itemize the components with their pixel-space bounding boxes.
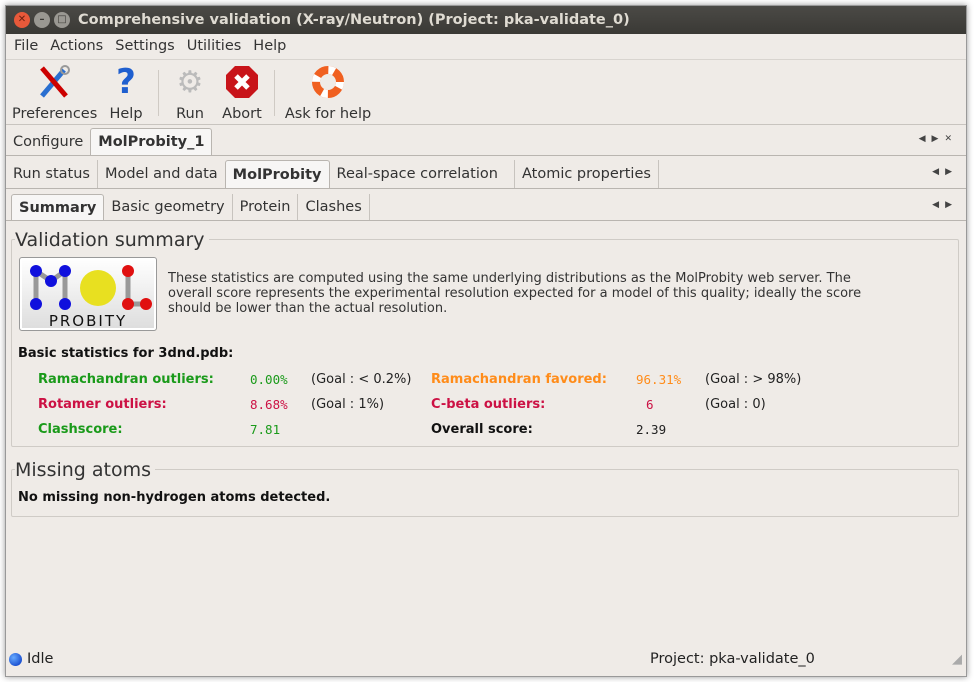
tab-run-status[interactable]: Run status bbox=[6, 160, 98, 188]
stat-value: 0.00% bbox=[250, 372, 288, 387]
stat-label: Ramachandran outliers: bbox=[38, 372, 214, 387]
tab-summary[interactable]: Summary bbox=[11, 194, 105, 220]
ask-for-help-button[interactable]: Ask for help bbox=[284, 64, 372, 122]
tab-scroll-arrows[interactable]: ◀▶ bbox=[932, 167, 958, 177]
status-text: Idle bbox=[27, 651, 54, 667]
missing-atoms-group: Missing atoms No missing non-hydrogen at… bbox=[11, 459, 959, 517]
help-button[interactable]: ? Help bbox=[106, 62, 146, 122]
close-window-button[interactable]: ✕ bbox=[14, 12, 30, 28]
stop-icon bbox=[220, 64, 264, 100]
minimize-window-button[interactable]: – bbox=[34, 12, 50, 28]
abort-button[interactable]: Abort bbox=[220, 64, 264, 122]
toolbar-separator bbox=[158, 70, 159, 116]
result-tabs: Run status Model and data MolProbity Rea… bbox=[6, 160, 966, 189]
resize-grip[interactable]: ◢ bbox=[952, 652, 962, 667]
title-bar: ✕ – □ Comprehensive validation (X-ray/Ne… bbox=[6, 6, 966, 34]
question-icon: ? bbox=[116, 62, 136, 102]
menu-file[interactable]: File bbox=[14, 38, 39, 54]
status-indicator-icon bbox=[9, 653, 22, 666]
menu-actions[interactable]: Actions bbox=[50, 38, 104, 54]
stat-label: Ramachandran favored: bbox=[431, 372, 607, 387]
validation-summary-group: Validation summary PROBITY These statist… bbox=[11, 229, 959, 447]
stat-goal: (Goal : > 98%) bbox=[705, 372, 802, 387]
tools-icon bbox=[12, 64, 96, 100]
menu-help[interactable]: Help bbox=[253, 38, 287, 54]
statistics-table: Ramachandran outliers: 0.00% (Goal : < 0.2… bbox=[38, 372, 938, 442]
stat-label: C-beta outliers: bbox=[431, 397, 546, 412]
molprobity-tabs: Summary Basic geometry Protein Clashes ◀… bbox=[6, 194, 966, 221]
molprobity-logo: PROBITY bbox=[30, 265, 152, 330]
project-tabs: Configure MolProbity_1 ◀▶✕ bbox=[6, 128, 966, 156]
tab-real-space-correlation[interactable]: Real-space correlation bbox=[330, 160, 515, 188]
menu-bar: File Actions Settings Utilities Help bbox=[6, 34, 966, 58]
tab-scroll-arrows[interactable]: ◀▶ bbox=[932, 200, 958, 210]
status-bar: Idle Project: pka-validate_0 ◢ bbox=[6, 650, 966, 670]
basic-statistics-heading: Basic statistics for 3dnd.pdb: bbox=[18, 346, 234, 361]
run-button[interactable]: ⚙ Run bbox=[172, 64, 208, 123]
stat-goal: (Goal : < 0.2%) bbox=[311, 372, 412, 387]
stat-goal: (Goal : 1%) bbox=[311, 397, 385, 412]
tab-clashes[interactable]: Clashes bbox=[298, 194, 370, 220]
lifebuoy-icon bbox=[284, 64, 372, 100]
tab-basic-geometry[interactable]: Basic geometry bbox=[104, 194, 233, 220]
tab-scroll-arrows[interactable]: ◀▶✕ bbox=[918, 134, 958, 144]
maximize-window-button[interactable]: □ bbox=[54, 12, 70, 28]
stat-value: 96.31% bbox=[636, 372, 682, 387]
tab-molprobity-1[interactable]: MolProbity_1 bbox=[90, 128, 213, 155]
tab-protein[interactable]: Protein bbox=[233, 194, 299, 220]
stat-value: 2.39 bbox=[636, 422, 667, 437]
window-title: Comprehensive validation (X-ray/Neutron)… bbox=[78, 12, 630, 28]
stat-value: 6 bbox=[646, 397, 654, 412]
tab-model-and-data[interactable]: Model and data bbox=[104, 166, 218, 182]
toolbar: Preferences ? Help ⚙ Run Abort Ask for h… bbox=[6, 59, 966, 125]
menu-utilities[interactable]: Utilities bbox=[186, 38, 242, 54]
stat-label: Rotamer outliers: bbox=[38, 397, 167, 412]
gear-icon: ⚙ bbox=[176, 64, 204, 100]
tab-molprobity[interactable]: MolProbity bbox=[224, 160, 330, 188]
summary-description: These statistics are computed using the … bbox=[168, 271, 862, 316]
menu-settings[interactable]: Settings bbox=[115, 38, 175, 54]
molprobity-logo-button[interactable]: PROBITY bbox=[19, 257, 157, 331]
svg-text:PROBITY: PROBITY bbox=[49, 312, 127, 330]
stat-goal: (Goal : 0) bbox=[705, 397, 766, 412]
main-window: ✕ – □ Comprehensive validation (X-ray/Ne… bbox=[5, 5, 967, 677]
toolbar-separator bbox=[274, 70, 275, 116]
preferences-button[interactable]: Preferences bbox=[12, 64, 97, 122]
stat-value: 7.81 bbox=[250, 422, 281, 437]
section-title: Validation summary bbox=[15, 229, 209, 251]
stat-label: Clashscore: bbox=[38, 422, 123, 437]
stat-value: 8.68% bbox=[250, 397, 288, 412]
missing-atoms-text: No missing non-hydrogen atoms detected. bbox=[18, 490, 331, 505]
tab-configure[interactable]: Configure bbox=[13, 133, 84, 150]
section-title: Missing atoms bbox=[15, 459, 156, 481]
tab-atomic-properties[interactable]: Atomic properties bbox=[515, 160, 659, 188]
stat-label: Overall score: bbox=[431, 422, 533, 437]
project-label: Project: pka-validate_0 bbox=[650, 651, 815, 667]
